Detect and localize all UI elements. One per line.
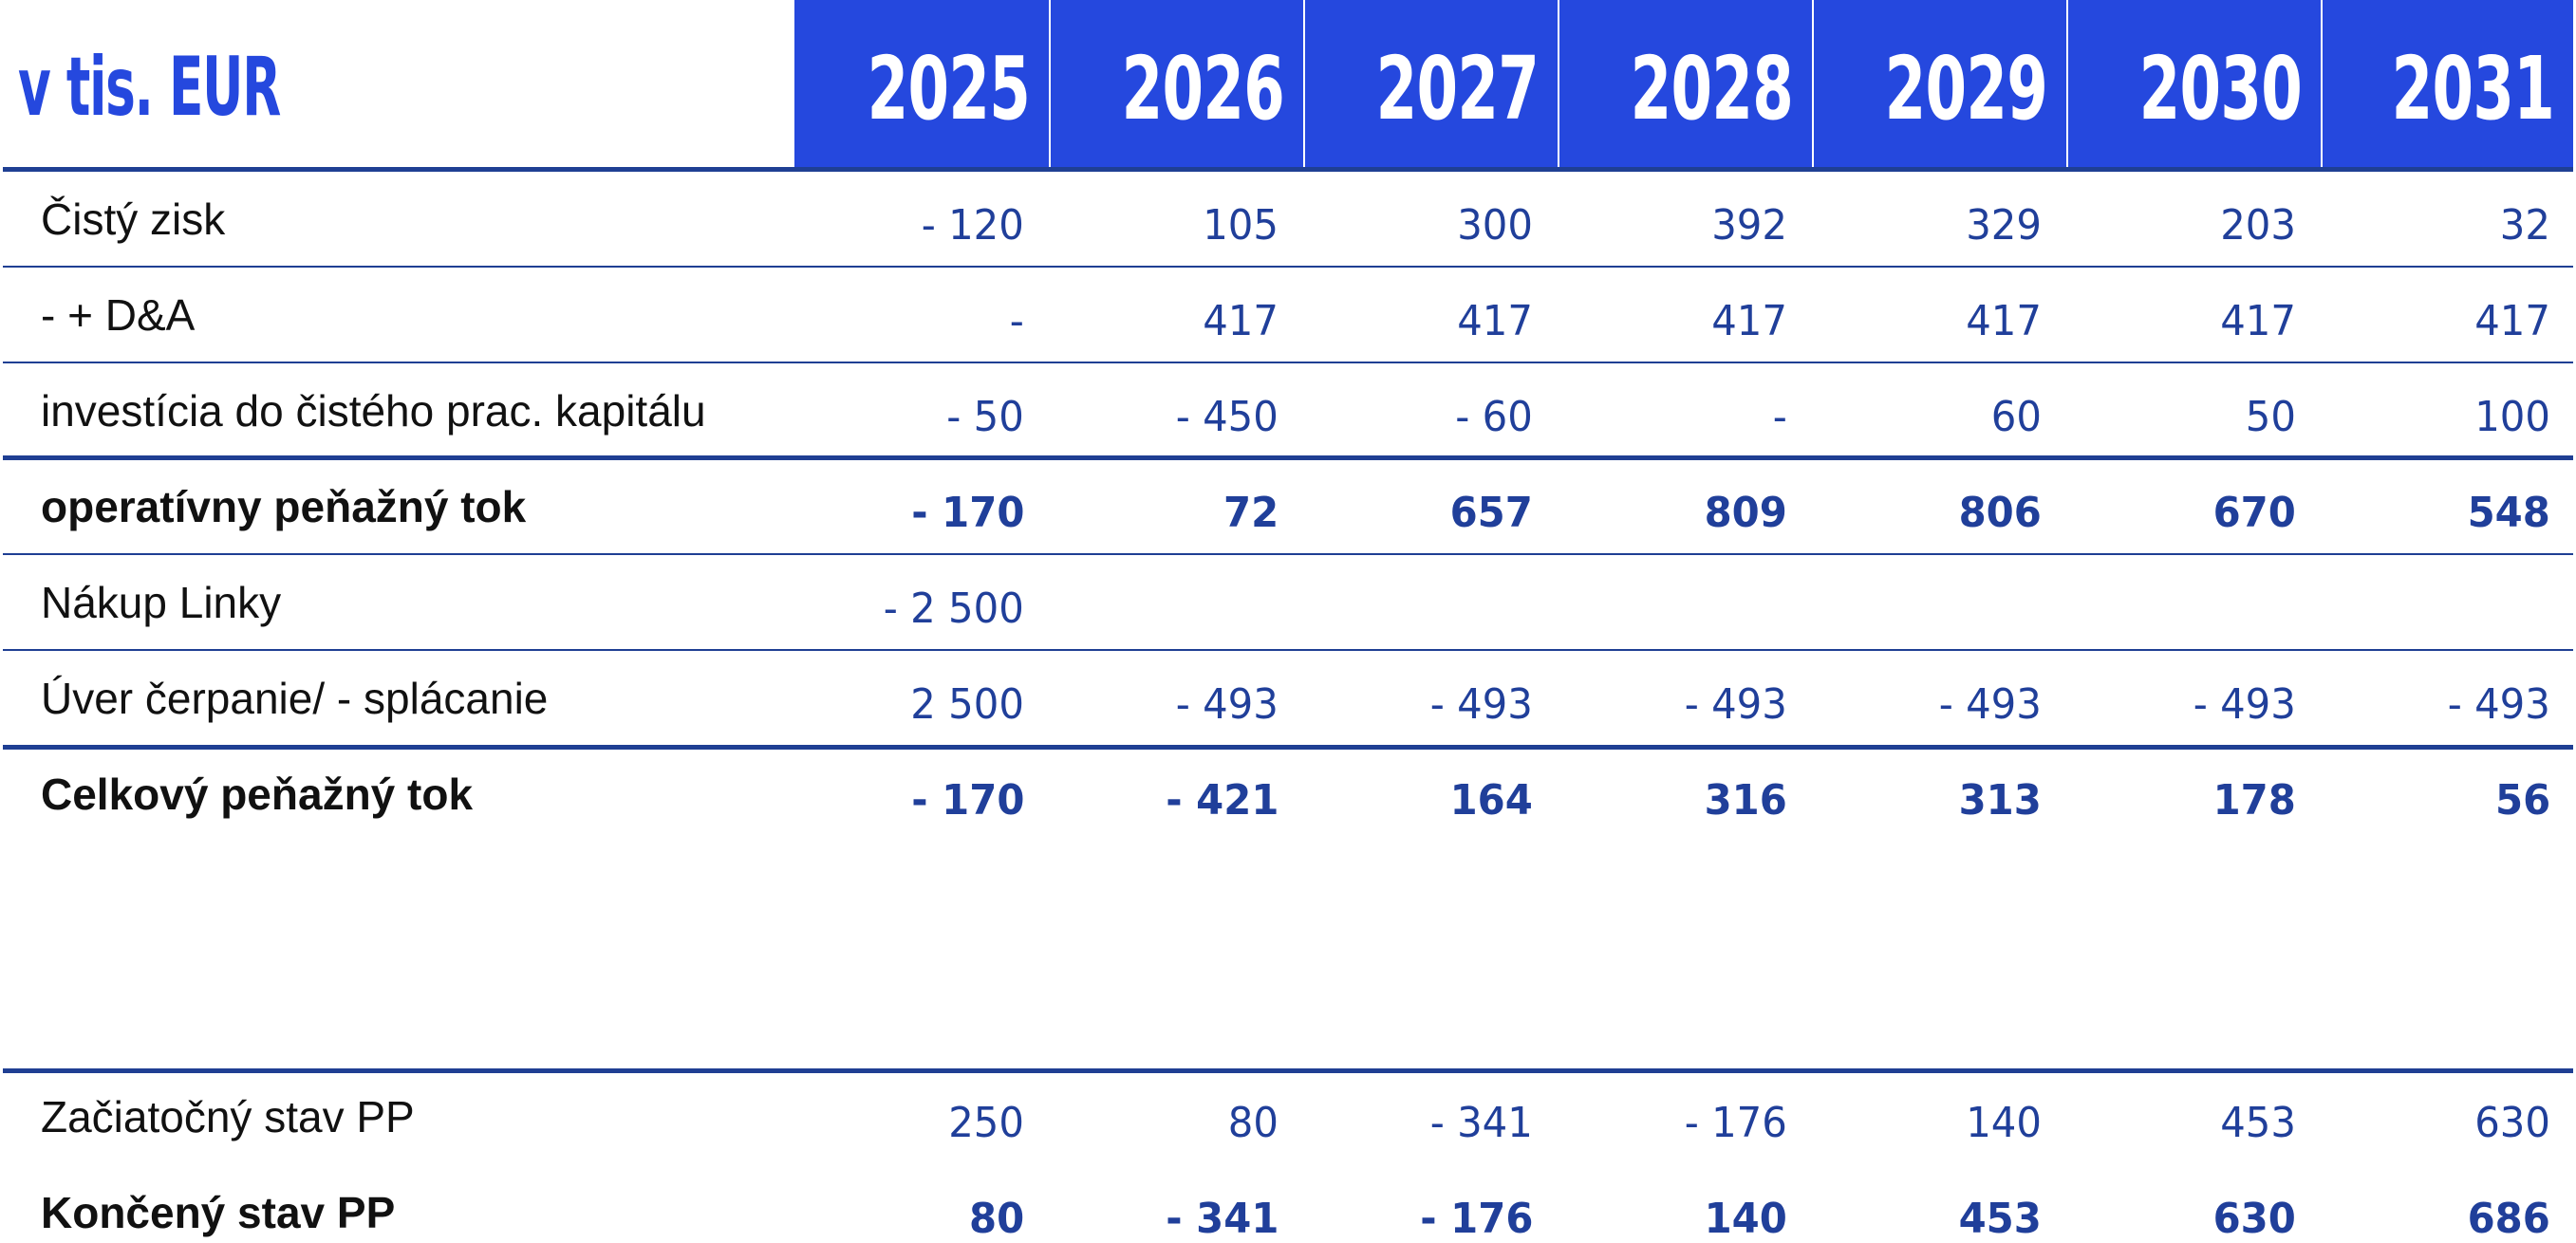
table-cell: - 50 bbox=[946, 393, 1024, 441]
table-cell: - 2 500 bbox=[883, 584, 1024, 633]
table-cell: 417 bbox=[1966, 297, 2042, 345]
table-cell: 417 bbox=[1203, 297, 1279, 345]
year-header-2027: 2027 bbox=[1303, 0, 1558, 171]
row-label: Celkový peňažný tok bbox=[41, 770, 474, 819]
table-cell: 453 bbox=[1958, 1195, 2042, 1243]
year-header-2026: 2026 bbox=[1049, 0, 1303, 171]
table-cell: - 493 bbox=[1429, 680, 1533, 729]
table-cell: - 341 bbox=[1429, 1099, 1533, 1147]
row-divider bbox=[3, 1068, 2573, 1073]
table-cell: 548 bbox=[2467, 489, 2550, 537]
row-label: Čistý zisk bbox=[41, 195, 226, 244]
table-cell: 670 bbox=[2212, 489, 2296, 537]
table-cell: 178 bbox=[2212, 776, 2296, 825]
table-cell: - 176 bbox=[1684, 1099, 1787, 1147]
table-cell: 56 bbox=[2494, 776, 2550, 825]
table-cell: 250 bbox=[948, 1099, 1024, 1147]
table-cell: 80 bbox=[1227, 1099, 1279, 1147]
table-cell: 316 bbox=[1704, 776, 1787, 825]
year-header-2031: 2031 bbox=[2321, 0, 2573, 171]
row-divider bbox=[3, 553, 2573, 555]
table-cell: 80 bbox=[968, 1195, 1024, 1243]
table-cell: 2 500 bbox=[910, 680, 1024, 729]
table-cell: 329 bbox=[1966, 201, 2042, 250]
table-cell: 100 bbox=[2474, 393, 2550, 441]
row-label: Začiatočný stav PP bbox=[41, 1092, 415, 1141]
row-label: investícia do čistého prac. kapitálu bbox=[41, 386, 706, 436]
table-cell: 72 bbox=[1223, 489, 1279, 537]
row-divider bbox=[3, 745, 2573, 750]
table-cell: - 170 bbox=[910, 776, 1024, 825]
year-header-label: 2026 bbox=[1121, 38, 1285, 139]
year-header-2028: 2028 bbox=[1558, 0, 1812, 171]
year-header-label: 2025 bbox=[867, 38, 1031, 139]
table-cell: 657 bbox=[1449, 489, 1533, 537]
table-cell: 300 bbox=[1457, 201, 1533, 250]
table-cell: 630 bbox=[2474, 1099, 2550, 1147]
table-cell: 417 bbox=[2220, 297, 2296, 345]
table-cell: - 493 bbox=[2447, 680, 2550, 729]
table-cell: 140 bbox=[1966, 1099, 2042, 1147]
year-header-label: 2027 bbox=[1375, 38, 1540, 139]
table-cell: 453 bbox=[2220, 1099, 2296, 1147]
year-header-2029: 2029 bbox=[1812, 0, 2066, 171]
year-header-2030: 2030 bbox=[2066, 0, 2321, 171]
row-label: operatívny peňažný tok bbox=[41, 482, 527, 531]
row-label: Končený stav PP bbox=[41, 1188, 396, 1237]
table-cell: - 176 bbox=[1419, 1195, 1533, 1243]
table-cell: - 493 bbox=[2193, 680, 2296, 729]
year-header-label: 2028 bbox=[1630, 38, 1794, 139]
table-cell: - 120 bbox=[921, 201, 1024, 250]
row-divider bbox=[3, 455, 2573, 460]
row-divider bbox=[3, 649, 2573, 651]
table-cell: - 493 bbox=[1175, 680, 1279, 729]
year-header-2025: 2025 bbox=[794, 0, 1049, 171]
table-cell: 686 bbox=[2467, 1195, 2550, 1243]
cash-flow-table: v tis. EUR 2025 2026 2027 2028 2029 2030 2031 … bbox=[3, 0, 2573, 1243]
table-cell: - 421 bbox=[1165, 776, 1279, 825]
table-cell: - 493 bbox=[1938, 680, 2042, 729]
table-cell: 630 bbox=[2212, 1195, 2296, 1243]
row-divider bbox=[3, 266, 2573, 268]
table-cell: 203 bbox=[2220, 201, 2296, 250]
row-label: - + D&A bbox=[41, 290, 196, 340]
unit-label: v tis. EUR bbox=[18, 40, 281, 135]
table-header: v tis. EUR 2025 2026 2027 2028 2029 2030 2031 bbox=[3, 0, 2573, 171]
row-label: Nákup Linky bbox=[41, 578, 282, 627]
table-cell: 60 bbox=[1990, 393, 2042, 441]
table-cell: - 493 bbox=[1684, 680, 1787, 729]
year-header-label: 2030 bbox=[2138, 38, 2303, 139]
table-cell: - 60 bbox=[1455, 393, 1533, 441]
table-cell: 105 bbox=[1203, 201, 1279, 250]
table-cell: 806 bbox=[1958, 489, 2042, 537]
row-divider bbox=[3, 362, 2573, 363]
row-divider bbox=[3, 167, 2573, 172]
table-cell: 417 bbox=[1457, 297, 1533, 345]
table-cell: 140 bbox=[1704, 1195, 1787, 1243]
table-cell: 809 bbox=[1704, 489, 1787, 537]
table-cell: - 170 bbox=[910, 489, 1024, 537]
table-cell: 417 bbox=[2474, 297, 2550, 345]
row-label: Úver čerpanie/ - splácanie bbox=[41, 674, 549, 723]
year-header-label: 2029 bbox=[1884, 38, 2048, 139]
table-cell: - 450 bbox=[1175, 393, 1279, 441]
table-cell: - bbox=[1772, 393, 1787, 441]
table-cell: 164 bbox=[1449, 776, 1533, 825]
table-cell: - 341 bbox=[1165, 1195, 1279, 1243]
table-cell: 417 bbox=[1711, 297, 1787, 345]
table-cell: 392 bbox=[1711, 201, 1787, 250]
table-cell: 32 bbox=[2499, 201, 2550, 250]
table-cell: 313 bbox=[1958, 776, 2042, 825]
table-cell: 50 bbox=[2245, 393, 2296, 441]
year-header-label: 2031 bbox=[2391, 38, 2555, 139]
table-cell: - bbox=[1009, 297, 1024, 345]
